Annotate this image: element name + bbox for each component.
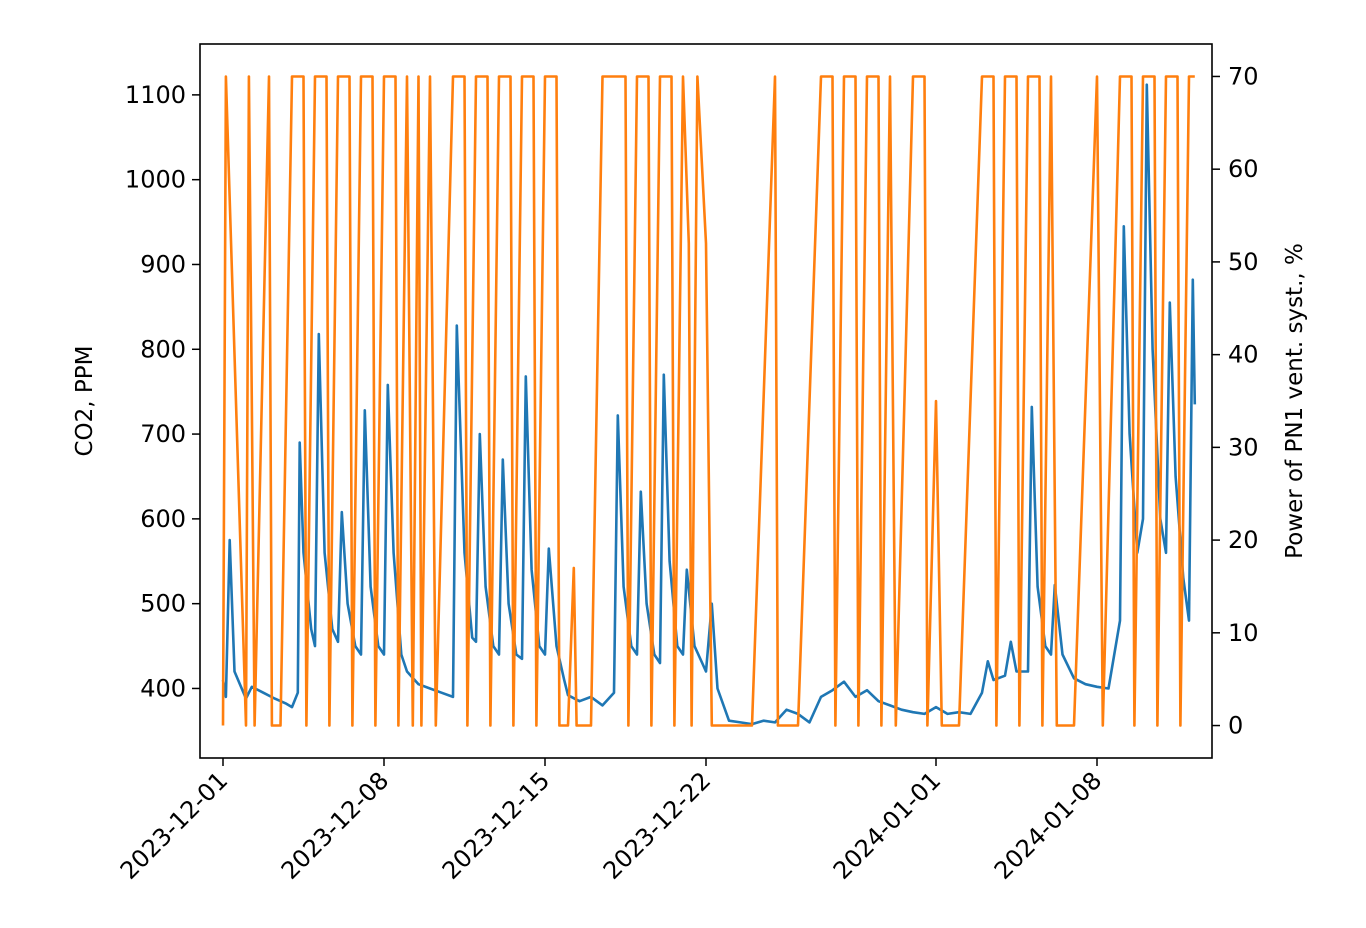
y2-tick-label: 70 [1228,62,1259,90]
series-line-vent-power [221,75,1195,727]
y2-tick-label: 30 [1228,433,1259,461]
y-tick-label: 1100 [125,81,186,109]
y-tick-label: 600 [140,505,186,533]
series-line-co2 [221,83,1197,726]
y-axis-left: 400 500 600 700 800 900 1000 1100 [125,81,200,702]
series-layer [221,75,1197,727]
y-tick-label: 700 [140,420,186,448]
y2-tick-label: 50 [1228,248,1259,276]
y-axis-right: 0 10 20 30 40 50 60 70 [1212,62,1259,740]
y-tick-label: 800 [140,335,186,363]
y-tick-label: 900 [140,250,186,278]
y2-tick-label: 40 [1228,341,1259,369]
y2-tick-label: 60 [1228,155,1259,183]
y2-tick-label: 20 [1228,526,1259,554]
y-tick-label: 400 [140,674,186,702]
y2-axis-label: Power of PN1 vent. syst., % [1282,243,1308,559]
y2-tick-label: 0 [1228,712,1243,740]
y2-tick-label: 10 [1228,619,1259,647]
y-axis-label: CO2, PPM [72,345,98,456]
y-tick-label: 1000 [125,166,186,194]
y-tick-label: 500 [140,590,186,618]
